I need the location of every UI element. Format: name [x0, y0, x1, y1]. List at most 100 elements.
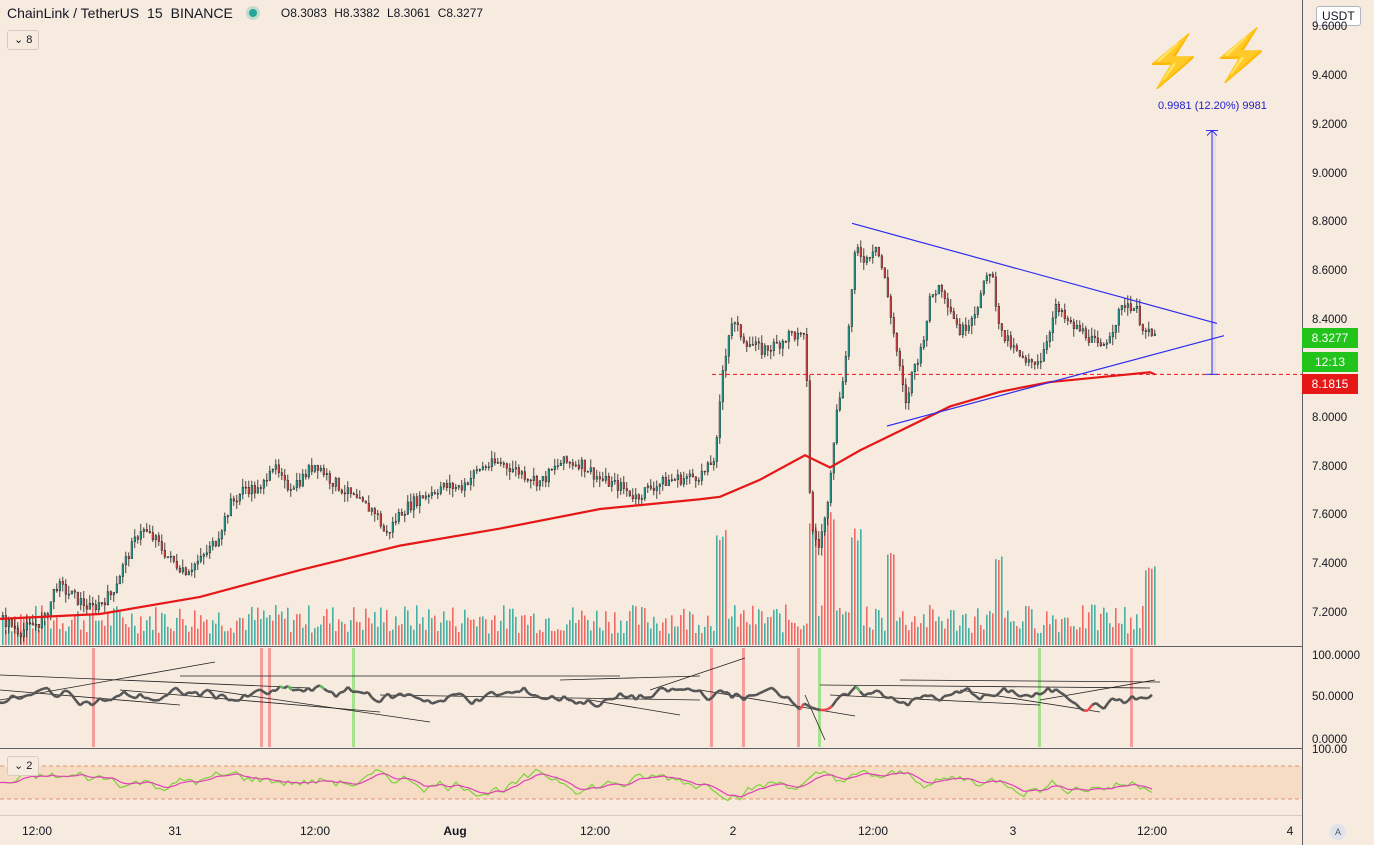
volume-bar	[902, 611, 904, 645]
rsi-line-segment	[591, 702, 597, 708]
volume-bar	[56, 617, 58, 645]
candle-body	[688, 473, 691, 477]
volume-bar	[671, 615, 673, 645]
volume-bar	[233, 632, 235, 645]
oscillator-toggle-button[interactable]: ⌄ 2	[7, 756, 40, 776]
volume-bar	[383, 622, 385, 645]
time-axis[interactable]: 12:00 31 12:00 Aug 12:00 2 12:00 3 12:00 4	[0, 815, 1302, 845]
candle-body	[781, 341, 784, 349]
candle-body	[991, 273, 994, 278]
candle-body	[580, 459, 583, 469]
candle-body	[115, 583, 118, 593]
volume-bar	[53, 620, 55, 645]
volume-bar	[278, 614, 280, 645]
symbol-name[interactable]: ChainLink / TetherUS	[7, 5, 140, 21]
pane-separator[interactable]	[0, 748, 1374, 749]
rsi-line-segment	[803, 702, 809, 707]
candle-body	[913, 364, 916, 373]
volume-bar	[227, 631, 229, 645]
candle-body	[235, 500, 238, 503]
candle-body	[340, 489, 343, 494]
volume-bar	[866, 606, 868, 645]
candle-body	[1039, 361, 1042, 363]
candle-body	[541, 476, 544, 481]
price-axis[interactable]: USDT	[1302, 0, 1374, 845]
rsi-line-segment	[1131, 694, 1137, 701]
candle-body	[28, 622, 31, 625]
candle-body	[520, 471, 523, 475]
moving-average-line	[0, 371, 1156, 620]
candle-body	[1021, 355, 1024, 358]
candle-body	[10, 619, 13, 627]
rsi-line-segment	[19, 695, 25, 701]
volume-bar	[824, 519, 826, 645]
rsi-line-segment	[783, 695, 789, 699]
currency-button[interactable]: USDT	[1316, 6, 1361, 26]
volume-bar	[818, 615, 820, 645]
candle-body	[298, 480, 301, 487]
rsi-line-segment	[927, 693, 933, 698]
volume-bar	[575, 623, 577, 645]
candle-body	[538, 480, 541, 487]
candle-body	[124, 556, 127, 566]
rsi-line-segment	[347, 686, 353, 693]
rsi-line-segment	[411, 694, 417, 699]
candle-body	[229, 498, 232, 517]
candle-body	[463, 482, 466, 491]
rsi-line-segment	[127, 693, 133, 699]
volume-bar	[362, 629, 364, 645]
candle-body	[433, 492, 436, 494]
candle-body	[286, 479, 289, 491]
volume-bar	[638, 624, 640, 645]
rsi-line-segment	[371, 696, 377, 703]
candle-body	[763, 345, 766, 355]
rsi-line-segment	[403, 692, 409, 698]
candle-body	[193, 563, 196, 571]
candle-body	[400, 512, 403, 516]
auto-scale-button[interactable]: A	[1330, 824, 1346, 840]
candle-body	[610, 481, 613, 487]
rsi-line-segment	[183, 691, 189, 697]
candle-body	[22, 629, 25, 638]
rsi-line-segment	[978, 693, 986, 701]
rsi-line-segment	[311, 686, 317, 693]
volume-bar	[875, 608, 877, 645]
candle-body	[55, 588, 58, 592]
candle-body	[1108, 336, 1111, 344]
rsi-line-segment	[695, 689, 701, 693]
candle-body	[934, 293, 937, 296]
candle-body	[148, 531, 151, 533]
candle-body	[874, 246, 877, 253]
rsi-line-segment	[423, 698, 429, 703]
pane-separator[interactable]	[0, 646, 1374, 647]
volume-bar	[548, 618, 550, 645]
candle-body	[532, 475, 535, 481]
candle-body	[871, 251, 874, 258]
candle-body	[406, 501, 409, 515]
indicators-toggle-button[interactable]: ⌄ 8	[7, 30, 40, 50]
candle-body	[550, 468, 553, 471]
rsi-trend-line	[649, 657, 746, 691]
volume-bar	[116, 606, 118, 645]
candle-body	[361, 497, 364, 502]
rsi-line-segment	[3, 699, 9, 704]
price-chart-pane[interactable]	[0, 0, 1302, 646]
volume-bar	[32, 628, 34, 645]
rsi-line-segment	[307, 686, 313, 693]
rsi-line-segment	[1071, 700, 1077, 705]
candle-body	[529, 479, 532, 482]
volume-bar	[89, 613, 91, 645]
candle-body	[346, 487, 349, 495]
rsi-line-segment	[807, 704, 813, 709]
rsi-line-segment	[1091, 701, 1097, 707]
interval-label[interactable]: 15	[147, 5, 163, 21]
volume-bar	[869, 627, 871, 645]
volume-bar	[197, 628, 199, 645]
rsi-line-segment	[299, 688, 305, 693]
candle-body	[787, 331, 790, 342]
volume-bar	[791, 622, 793, 645]
volume-bar	[710, 626, 712, 645]
rsi-line-segment	[267, 689, 273, 696]
rsi-line-segment	[995, 691, 1001, 697]
candle-body	[727, 335, 730, 357]
